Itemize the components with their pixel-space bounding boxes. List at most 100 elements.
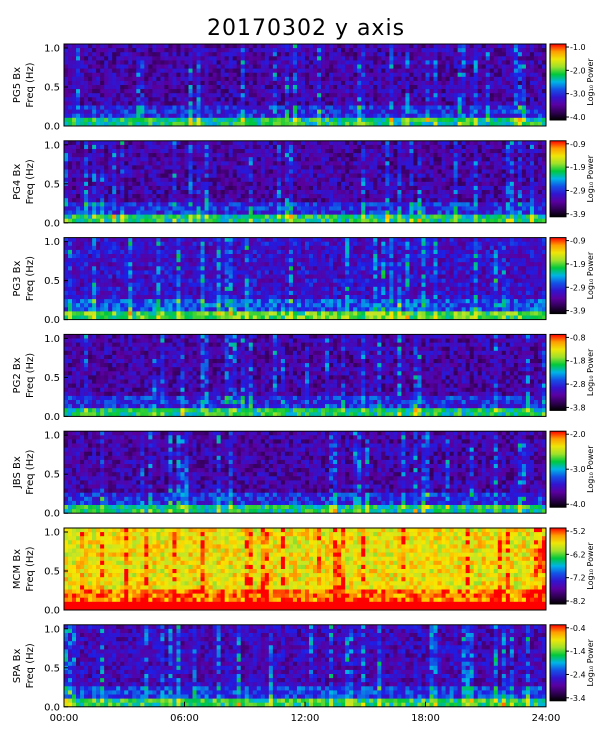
heatmap-cell — [313, 85, 318, 90]
heatmap-cell — [144, 202, 149, 207]
heatmap-cell — [473, 198, 479, 203]
heatmap-cell — [313, 121, 318, 127]
heatmap-cell — [268, 76, 274, 82]
heatmap-cell — [64, 60, 69, 65]
heatmap-cell — [541, 56, 547, 61]
heatmap-cell — [429, 113, 434, 119]
heatmap-cell — [248, 149, 254, 154]
heatmap-cell — [200, 93, 205, 98]
heatmap-cell — [80, 210, 85, 215]
heatmap-cell — [92, 210, 97, 215]
heatmap-cell — [148, 190, 153, 195]
heatmap-cell — [192, 48, 197, 53]
heatmap-cell — [381, 93, 386, 98]
heatmap-cell — [353, 64, 358, 69]
heatmap-cell — [144, 210, 149, 215]
heatmap-cell — [485, 206, 491, 211]
heatmap-cell — [108, 161, 113, 166]
heatmap-cell — [469, 161, 474, 166]
heatmap-cell — [525, 169, 531, 174]
heatmap-cell — [244, 157, 250, 162]
heatmap-cell — [369, 117, 374, 123]
heatmap-cell — [92, 282, 97, 288]
heatmap-cell — [212, 194, 217, 199]
heatmap-cell — [477, 56, 483, 61]
heatmap-cell — [497, 44, 503, 49]
heatmap-cell — [477, 85, 483, 90]
heatmap-cell — [525, 218, 531, 224]
heatmap-cell — [329, 206, 334, 211]
heatmap-cell — [393, 68, 398, 73]
heatmap-cell — [393, 214, 398, 219]
heatmap-cell — [108, 101, 113, 106]
heatmap-cell — [345, 194, 350, 199]
heatmap-cell — [357, 198, 362, 203]
heatmap-cell — [421, 113, 426, 119]
heatmap-cell — [264, 48, 270, 53]
heatmap-cell — [345, 80, 350, 86]
heatmap-cell — [80, 214, 85, 219]
heatmap-cell — [244, 52, 250, 57]
heatmap-cell — [349, 109, 354, 114]
heatmap-cell — [180, 48, 185, 53]
heatmap-cell — [88, 282, 93, 288]
heatmap-cell — [357, 48, 362, 53]
heatmap-cell — [232, 76, 238, 82]
heatmap-cell — [272, 109, 278, 114]
heatmap-cell — [184, 144, 189, 150]
heatmap-cell — [196, 185, 201, 191]
heatmap-cell — [284, 97, 290, 102]
heatmap-cell — [385, 109, 390, 114]
heatmap-cell — [188, 161, 193, 166]
heatmap-cell — [521, 64, 527, 69]
heatmap-cell — [329, 80, 334, 86]
heatmap-cell — [136, 68, 141, 73]
heatmap-cell — [76, 60, 81, 65]
heatmap-cell — [409, 89, 414, 94]
heatmap-cell — [309, 210, 314, 215]
heatmap-cell — [196, 202, 201, 207]
heatmap-cell — [357, 153, 362, 158]
heatmap-cell — [537, 76, 543, 82]
heatmap-cell — [481, 157, 487, 162]
heatmap-cell — [513, 218, 519, 224]
heatmap-cell — [381, 169, 386, 174]
heatmap-cell — [485, 52, 491, 57]
heatmap-cell — [497, 190, 503, 195]
heatmap-cell — [537, 202, 543, 207]
heatmap-cell — [168, 194, 173, 199]
heatmap-cell — [216, 68, 221, 73]
heatmap-cell — [224, 198, 229, 203]
heatmap-cell — [533, 101, 539, 106]
heatmap-cell — [120, 56, 125, 61]
heatmap-cell — [288, 190, 294, 195]
heatmap-cell — [385, 198, 390, 203]
heatmap-cell — [365, 89, 370, 94]
heatmap-cell — [132, 194, 137, 199]
heatmap-cell — [413, 76, 418, 82]
heatmap-cell — [377, 173, 382, 178]
heatmap-cell — [228, 210, 233, 215]
heatmap-cell — [421, 52, 426, 57]
heatmap-cell — [196, 109, 201, 114]
heatmap-cell — [208, 140, 213, 146]
heatmap-cell — [413, 161, 418, 166]
heatmap-cell — [453, 72, 458, 78]
heatmap-cell — [140, 177, 145, 183]
heatmap-cell — [180, 190, 185, 195]
heatmap-cell — [433, 144, 438, 150]
heatmap-cell — [325, 218, 330, 224]
heatmap-cell — [457, 218, 462, 224]
heatmap-cell — [501, 117, 507, 123]
heatmap-cell — [373, 153, 378, 158]
heatmap-cell — [309, 169, 314, 174]
heatmap-cell — [88, 68, 93, 73]
heatmap-cell — [256, 72, 262, 78]
heatmap-cell — [92, 80, 97, 86]
heatmap-cell — [433, 101, 438, 106]
heatmap-cell — [421, 97, 426, 102]
heatmap-cell — [361, 218, 366, 224]
heatmap-cell — [453, 60, 458, 65]
heatmap-cell — [397, 161, 402, 166]
heatmap-cell — [296, 117, 302, 123]
